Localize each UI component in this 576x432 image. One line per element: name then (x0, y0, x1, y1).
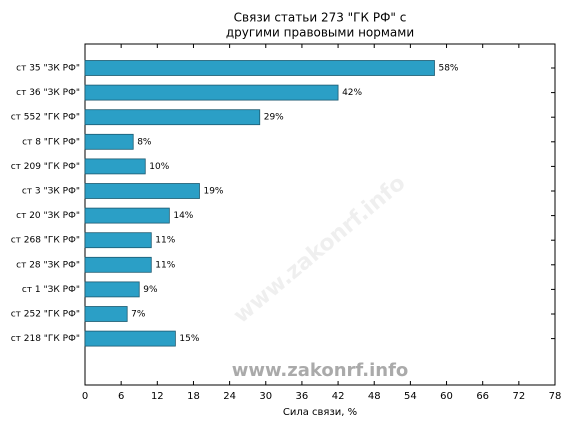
y-tick-label: ст 20 "ЗК РФ" (16, 211, 80, 221)
x-tick-label: 48 (368, 391, 381, 402)
value-label: 29% (264, 113, 284, 123)
y-tick-label: ст 268 "ГК РФ" (11, 236, 80, 246)
bar (84, 232, 152, 249)
y-tick-label: ст 35 "ЗК РФ" (16, 64, 80, 74)
chart-title: Связи статьи 273 "ГК РФ" с (234, 11, 407, 25)
bar (84, 84, 339, 101)
x-tick-label: 42 (332, 391, 345, 402)
x-tick-label: 0 (82, 391, 88, 402)
x-tick-label: 18 (187, 391, 200, 402)
chart-title: другими правовыми нормами (226, 26, 414, 40)
bar (84, 256, 152, 273)
bar (84, 133, 134, 150)
x-tick-label: 6 (118, 391, 124, 402)
x-tick-label: 60 (440, 391, 453, 402)
watermark: www.zakonrf.info (229, 171, 410, 329)
bar (84, 330, 176, 347)
x-tick-label: 12 (151, 391, 164, 402)
value-label: 7% (131, 310, 146, 320)
y-tick-label: ст 252 "ГК РФ" (11, 310, 80, 320)
y-tick-label: ст 552 "ГК РФ" (11, 113, 80, 123)
x-tick-label: 72 (512, 391, 525, 402)
y-tick-label: ст 28 "ЗК РФ" (16, 260, 80, 270)
value-label: 11% (155, 260, 175, 270)
watermark: www.zakonrf.info (232, 360, 409, 381)
bar (84, 109, 261, 126)
bar (84, 183, 200, 199)
x-tick-label: 36 (296, 391, 309, 402)
value-label: 14% (173, 211, 193, 221)
x-tick-label: 54 (404, 391, 417, 402)
value-label: 10% (149, 162, 169, 172)
value-label: 15% (179, 334, 199, 344)
value-label: 58% (438, 64, 458, 74)
y-tick-label: ст 8 "ГК РФ" (22, 137, 80, 147)
x-tick-label: 78 (549, 391, 562, 402)
bar (84, 60, 435, 76)
bar (84, 281, 140, 298)
x-tick-label: 24 (223, 391, 236, 402)
value-label: 9% (143, 285, 158, 295)
x-axis-label: Сила связи, % (283, 407, 357, 418)
y-tick-label: ст 36 "ЗК РФ" (16, 88, 80, 98)
value-label: 11% (155, 236, 175, 246)
bar (84, 306, 128, 322)
value-label: 19% (203, 187, 223, 197)
value-label: 8% (137, 137, 152, 147)
x-tick-label: 30 (259, 391, 272, 402)
bar (84, 158, 146, 175)
value-label: 42% (342, 88, 362, 98)
y-tick-label: ст 209 "ГК РФ" (11, 162, 80, 172)
y-tick-label: ст 3 "ЗК РФ" (22, 187, 80, 197)
y-tick-label: ст 1 "ЗК РФ" (22, 285, 80, 295)
x-tick-label: 66 (476, 391, 489, 402)
bar (84, 207, 170, 224)
y-tick-label: ст 218 "ГК РФ" (11, 334, 80, 344)
